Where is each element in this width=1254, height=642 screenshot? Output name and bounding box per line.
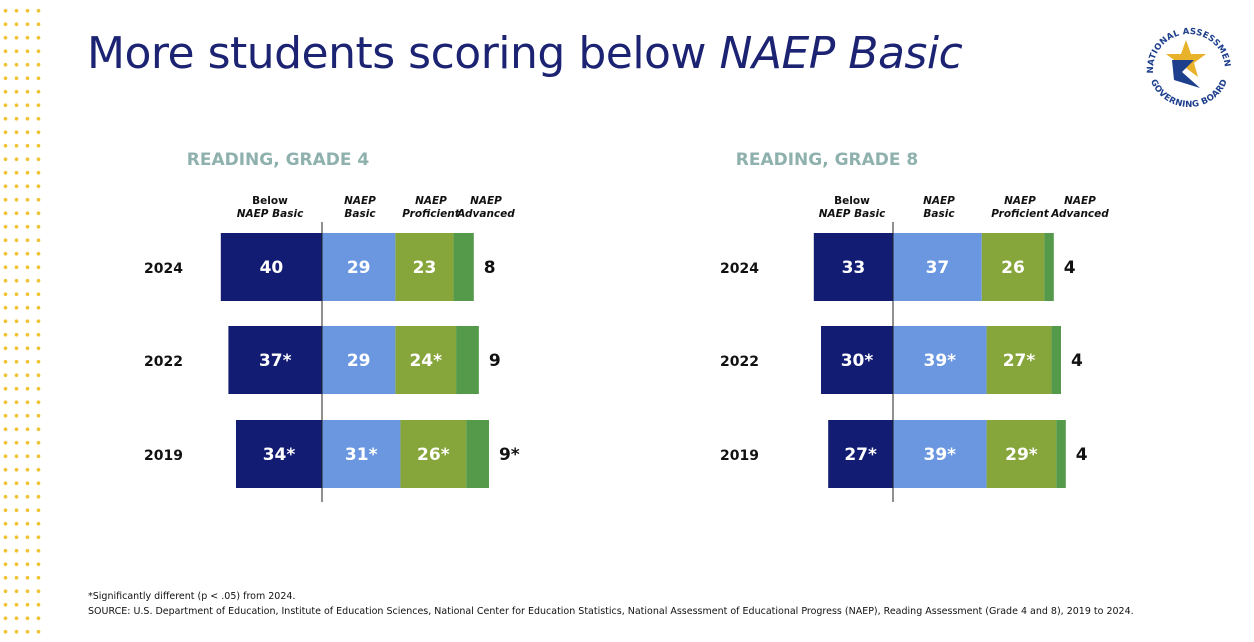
- bar-naep-proficient: [400, 420, 467, 488]
- data-label: 23: [413, 258, 437, 278]
- bar-naep-basic: [322, 233, 396, 301]
- bar-naep-advanced: [453, 233, 474, 301]
- bar-naep-advanced: [456, 326, 479, 394]
- bar-naep-basic: [322, 420, 401, 488]
- data-label: 33: [842, 258, 866, 278]
- data-label: 29: [347, 351, 371, 371]
- bar-naep-proficient: [395, 326, 457, 394]
- data-label: 4: [1076, 445, 1088, 465]
- bar-naep-basic: [893, 326, 987, 394]
- legend-naep-proficient: NAEP Proficient: [991, 195, 1049, 220]
- year-label: 2024: [720, 261, 759, 277]
- legend-naep-basic: NAEP Basic: [923, 195, 955, 220]
- year-label: 2019: [720, 448, 759, 464]
- title-emphasis: NAEP Basic: [719, 28, 963, 79]
- source-note: SOURCE: U.S. Department of Education, In…: [88, 606, 1134, 617]
- data-label: 30*: [841, 351, 874, 371]
- data-label: 29: [347, 258, 371, 278]
- title-main: More students scoring below: [87, 28, 720, 79]
- data-label: 26: [1001, 258, 1025, 278]
- legend-naep-basic: NAEP Basic: [344, 195, 376, 220]
- legend-below-naep-basic: Below NAEP Basic: [819, 195, 886, 220]
- bar-below-naep-basic: [228, 326, 322, 394]
- bar-naep-advanced: [1051, 326, 1061, 394]
- data-label: 8: [484, 258, 496, 278]
- bar-naep-proficient: [981, 233, 1045, 301]
- chart-svg: READING, GRADE 8 Below NAEP Basic NAEP Basic…: [720, 150, 1109, 502]
- bar-below-naep-basic: [821, 326, 893, 394]
- bar-naep-basic: [322, 326, 396, 394]
- bar-naep-proficient: [986, 326, 1052, 394]
- bar-naep-basic: [893, 233, 982, 301]
- data-label: 40: [260, 258, 284, 278]
- significance-footnote: *Significantly different (p < .05) from …: [88, 591, 296, 602]
- bar-naep-proficient: [986, 420, 1057, 488]
- dot-pattern-decoration: [0, 0, 44, 642]
- governing-board-logo: NATIONAL ASSESSMENT GOVERNING BOARD: [1136, 10, 1232, 110]
- data-label: 4: [1064, 258, 1076, 278]
- legend-naep-proficient: NAEP Proficient: [402, 195, 460, 220]
- chart-reading-grade-8: READING, GRADE 8 Below NAEP Basic NAEP Basic…: [672, 140, 1142, 510]
- bar-below-naep-basic: [828, 420, 893, 488]
- data-label: 34*: [263, 445, 296, 465]
- bar-naep-advanced: [466, 420, 489, 488]
- bar-naep-advanced: [1056, 420, 1066, 488]
- data-label: 9: [489, 351, 501, 371]
- year-label: 2019: [144, 448, 183, 464]
- bar-naep-advanced: [1044, 233, 1054, 301]
- data-label: 37*: [259, 351, 292, 371]
- data-label: 31*: [345, 445, 378, 465]
- page-title: More students scoring below NAEP Basic: [87, 28, 963, 79]
- data-label: 26*: [417, 445, 450, 465]
- chart-title: READING, GRADE 4: [187, 150, 370, 170]
- year-label: 2022: [144, 354, 183, 370]
- data-label: 39*: [924, 445, 957, 465]
- data-label: 37: [926, 258, 950, 278]
- data-label: 24*: [409, 351, 442, 371]
- bar-below-naep-basic: [813, 233, 893, 301]
- star-logo-icon: [1166, 40, 1206, 88]
- legend-naep-advanced: NAEP Advanced: [1050, 195, 1109, 220]
- bar-naep-basic: [893, 420, 987, 488]
- data-label: 29*: [1005, 445, 1038, 465]
- chart-svg: READING, GRADE 4 Below NAEP Basic NAEP Basic…: [144, 150, 520, 502]
- data-label: 4: [1071, 351, 1083, 371]
- data-label: 27*: [844, 445, 877, 465]
- legend-below-naep-basic: Below NAEP Basic: [237, 195, 304, 220]
- bar-naep-proficient: [395, 233, 454, 301]
- bar-below-naep-basic: [220, 233, 322, 301]
- chart-reading-grade-4: READING, GRADE 4 Below NAEP Basic NAEP Basic…: [100, 140, 570, 510]
- year-label: 2022: [720, 354, 759, 370]
- legend-naep-advanced: NAEP Advanced: [456, 195, 515, 220]
- chart-title: READING, GRADE 8: [736, 150, 919, 170]
- data-label: 9*: [499, 445, 520, 465]
- data-label: 39*: [924, 351, 957, 371]
- year-label: 2024: [144, 261, 183, 277]
- bar-below-naep-basic: [235, 420, 322, 488]
- data-label: 27*: [1003, 351, 1036, 371]
